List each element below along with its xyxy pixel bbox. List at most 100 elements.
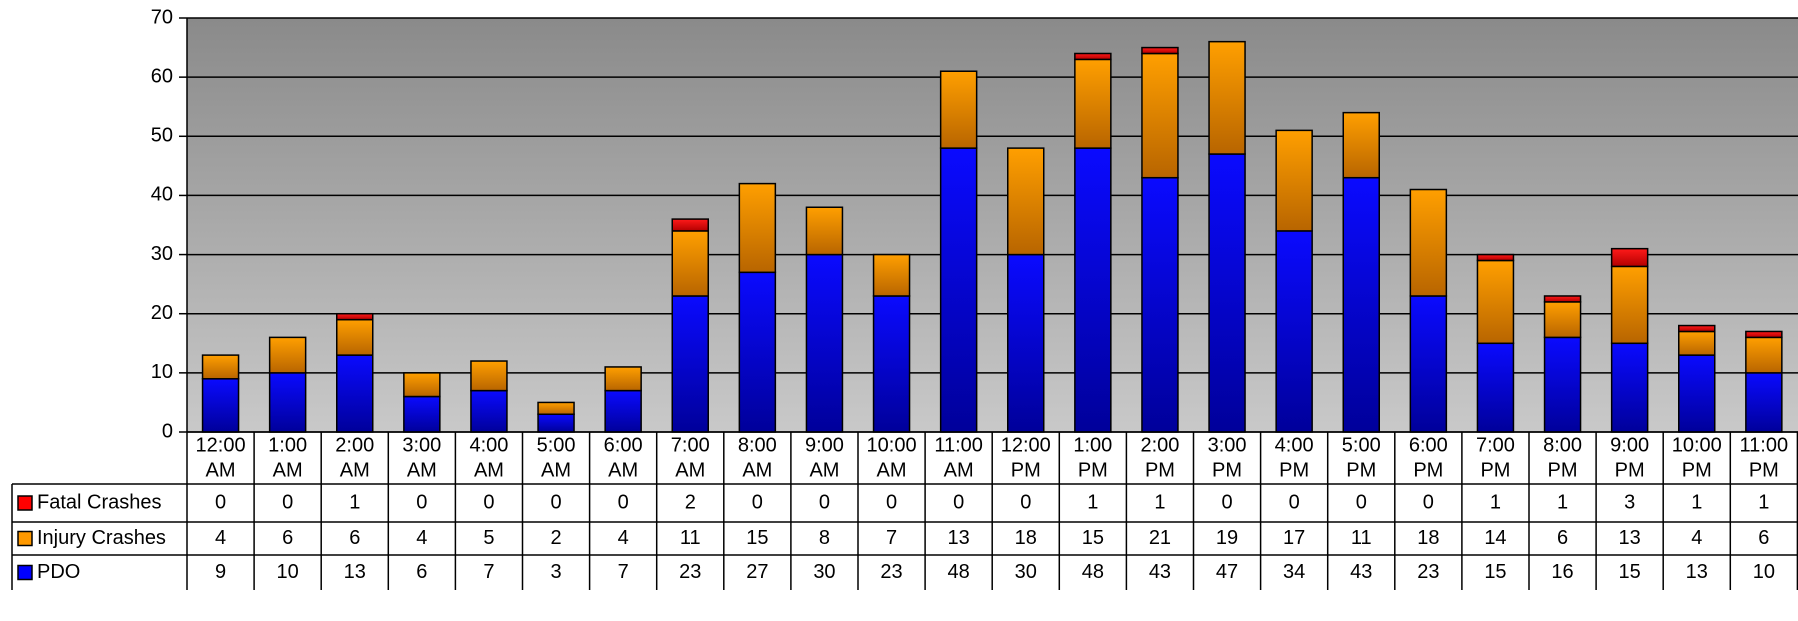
data-label: 27 xyxy=(746,561,768,583)
x-tick-label: PM xyxy=(1548,459,1578,481)
data-label: 47 xyxy=(1216,561,1238,583)
bar-segment-fatal-crashes xyxy=(1610,247,1649,268)
bar-segment-fatal-crashes xyxy=(1074,52,1112,61)
legend-key-injury-crashes xyxy=(17,530,33,547)
bar-segment-injury-crashes xyxy=(403,372,441,398)
bar-segment-injury-crashes xyxy=(805,206,844,256)
data-label: 1 xyxy=(1490,491,1501,513)
data-label: 0 xyxy=(215,491,226,513)
data-label: 0 xyxy=(1289,491,1300,513)
bar-segment-injury-crashes xyxy=(1543,301,1582,339)
data-label: 19 xyxy=(1216,527,1238,549)
data-label: 43 xyxy=(1350,561,1372,583)
x-tick-label: 7:00 xyxy=(1476,434,1515,456)
x-tick-label: AM xyxy=(273,459,303,481)
bar-segment-injury-crashes xyxy=(939,70,978,149)
x-tick-label: PM xyxy=(1682,459,1712,481)
data-label: 0 xyxy=(618,491,629,513)
bar-segment-fatal-crashes xyxy=(1745,330,1783,339)
x-tick-label: AM xyxy=(474,459,504,481)
data-label: 13 xyxy=(1686,561,1708,583)
data-label: 6 xyxy=(416,561,427,583)
plot-area xyxy=(187,18,1798,432)
x-tick-label: PM xyxy=(1279,459,1309,481)
data-label: 6 xyxy=(1557,527,1568,549)
bar-segment-pdo xyxy=(671,295,709,433)
data-label: 0 xyxy=(819,491,830,513)
data-label: 21 xyxy=(1149,527,1171,549)
data-label: 4 xyxy=(618,527,629,549)
y-tick-label: 50 xyxy=(151,125,173,147)
data-label: 18 xyxy=(1015,527,1037,549)
data-label: 23 xyxy=(1417,561,1439,583)
data-label: 1 xyxy=(349,491,360,513)
bar-segment-injury-crashes xyxy=(1678,330,1716,356)
legend-key-pdo xyxy=(17,564,33,581)
x-tick-label: AM xyxy=(742,459,772,481)
bar-segment-pdo xyxy=(1208,153,1246,433)
x-tick-label: PM xyxy=(1749,459,1779,481)
data-label: 8 xyxy=(819,527,830,549)
x-tick-label: 6:00 xyxy=(1409,434,1448,456)
data-label: 13 xyxy=(344,561,366,583)
data-label: 0 xyxy=(1221,491,1232,513)
data-label: 43 xyxy=(1149,561,1171,583)
x-tick-label: AM xyxy=(407,459,437,481)
x-tick-label: 2:00 xyxy=(335,434,374,456)
bar-segment-injury-crashes xyxy=(1409,188,1448,297)
legend-label: Fatal Crashes xyxy=(37,491,162,513)
x-tick-label: PM xyxy=(1480,459,1510,481)
bar-segment-injury-crashes xyxy=(1476,259,1515,345)
data-label: 4 xyxy=(416,527,427,549)
bar-segment-fatal-crashes xyxy=(1543,295,1582,303)
bar-segment-pdo xyxy=(1074,147,1112,433)
x-tick-label: 9:00 xyxy=(1610,434,1649,456)
data-label: 30 xyxy=(813,561,835,583)
data-label: 11 xyxy=(1351,527,1372,549)
x-tick-label: 5:00 xyxy=(537,434,576,456)
x-tick-label: 8:00 xyxy=(738,434,777,456)
data-label: 6 xyxy=(282,527,293,549)
data-label: 6 xyxy=(1758,527,1769,549)
bar-segment-pdo xyxy=(738,271,777,433)
bar-segment-pdo xyxy=(1007,253,1045,433)
data-label: 18 xyxy=(1417,527,1439,549)
bar-segment-injury-crashes xyxy=(671,230,709,297)
data-label: 10 xyxy=(277,561,299,583)
data-label: 5 xyxy=(483,527,494,549)
data-label: 17 xyxy=(1283,527,1305,549)
x-tick-label: PM xyxy=(1078,459,1108,481)
data-label: 15 xyxy=(1082,527,1104,549)
data-label: 34 xyxy=(1283,561,1305,583)
data-label: 0 xyxy=(752,491,763,513)
bar-segment-pdo xyxy=(604,389,642,433)
data-label: 0 xyxy=(483,491,494,513)
x-tick-label: 9:00 xyxy=(805,434,844,456)
data-label: 2 xyxy=(685,491,696,513)
x-tick-label: AM xyxy=(541,459,571,481)
x-tick-label: 5:00 xyxy=(1342,434,1381,456)
data-label: 4 xyxy=(215,527,226,549)
bar-segment-pdo xyxy=(805,253,844,433)
data-label: 30 xyxy=(1015,561,1037,583)
data-label: 1 xyxy=(1691,491,1702,513)
bar-segment-pdo xyxy=(1476,342,1515,433)
bar-segment-pdo xyxy=(1342,176,1380,433)
bar-segment-pdo xyxy=(268,372,307,433)
y-tick-label: 0 xyxy=(162,420,173,442)
bar-segment-injury-crashes xyxy=(201,354,240,380)
x-tick-label: 3:00 xyxy=(1208,434,1247,456)
bar-segment-fatal-crashes xyxy=(1476,253,1515,262)
x-tick-label: 11:00 xyxy=(1740,434,1789,456)
data-label: 7 xyxy=(483,561,494,583)
data-label: 0 xyxy=(1423,491,1434,513)
data-label: 16 xyxy=(1551,561,1573,583)
bar-segment-injury-crashes xyxy=(1007,147,1045,256)
bar-segment-injury-crashes xyxy=(604,366,642,392)
legend-label: Injury Crashes xyxy=(37,527,166,549)
bar-segment-pdo xyxy=(939,147,978,433)
bar-segment-pdo xyxy=(336,354,374,433)
x-tick-label: AM xyxy=(944,459,974,481)
bar-segment-pdo xyxy=(872,295,911,433)
